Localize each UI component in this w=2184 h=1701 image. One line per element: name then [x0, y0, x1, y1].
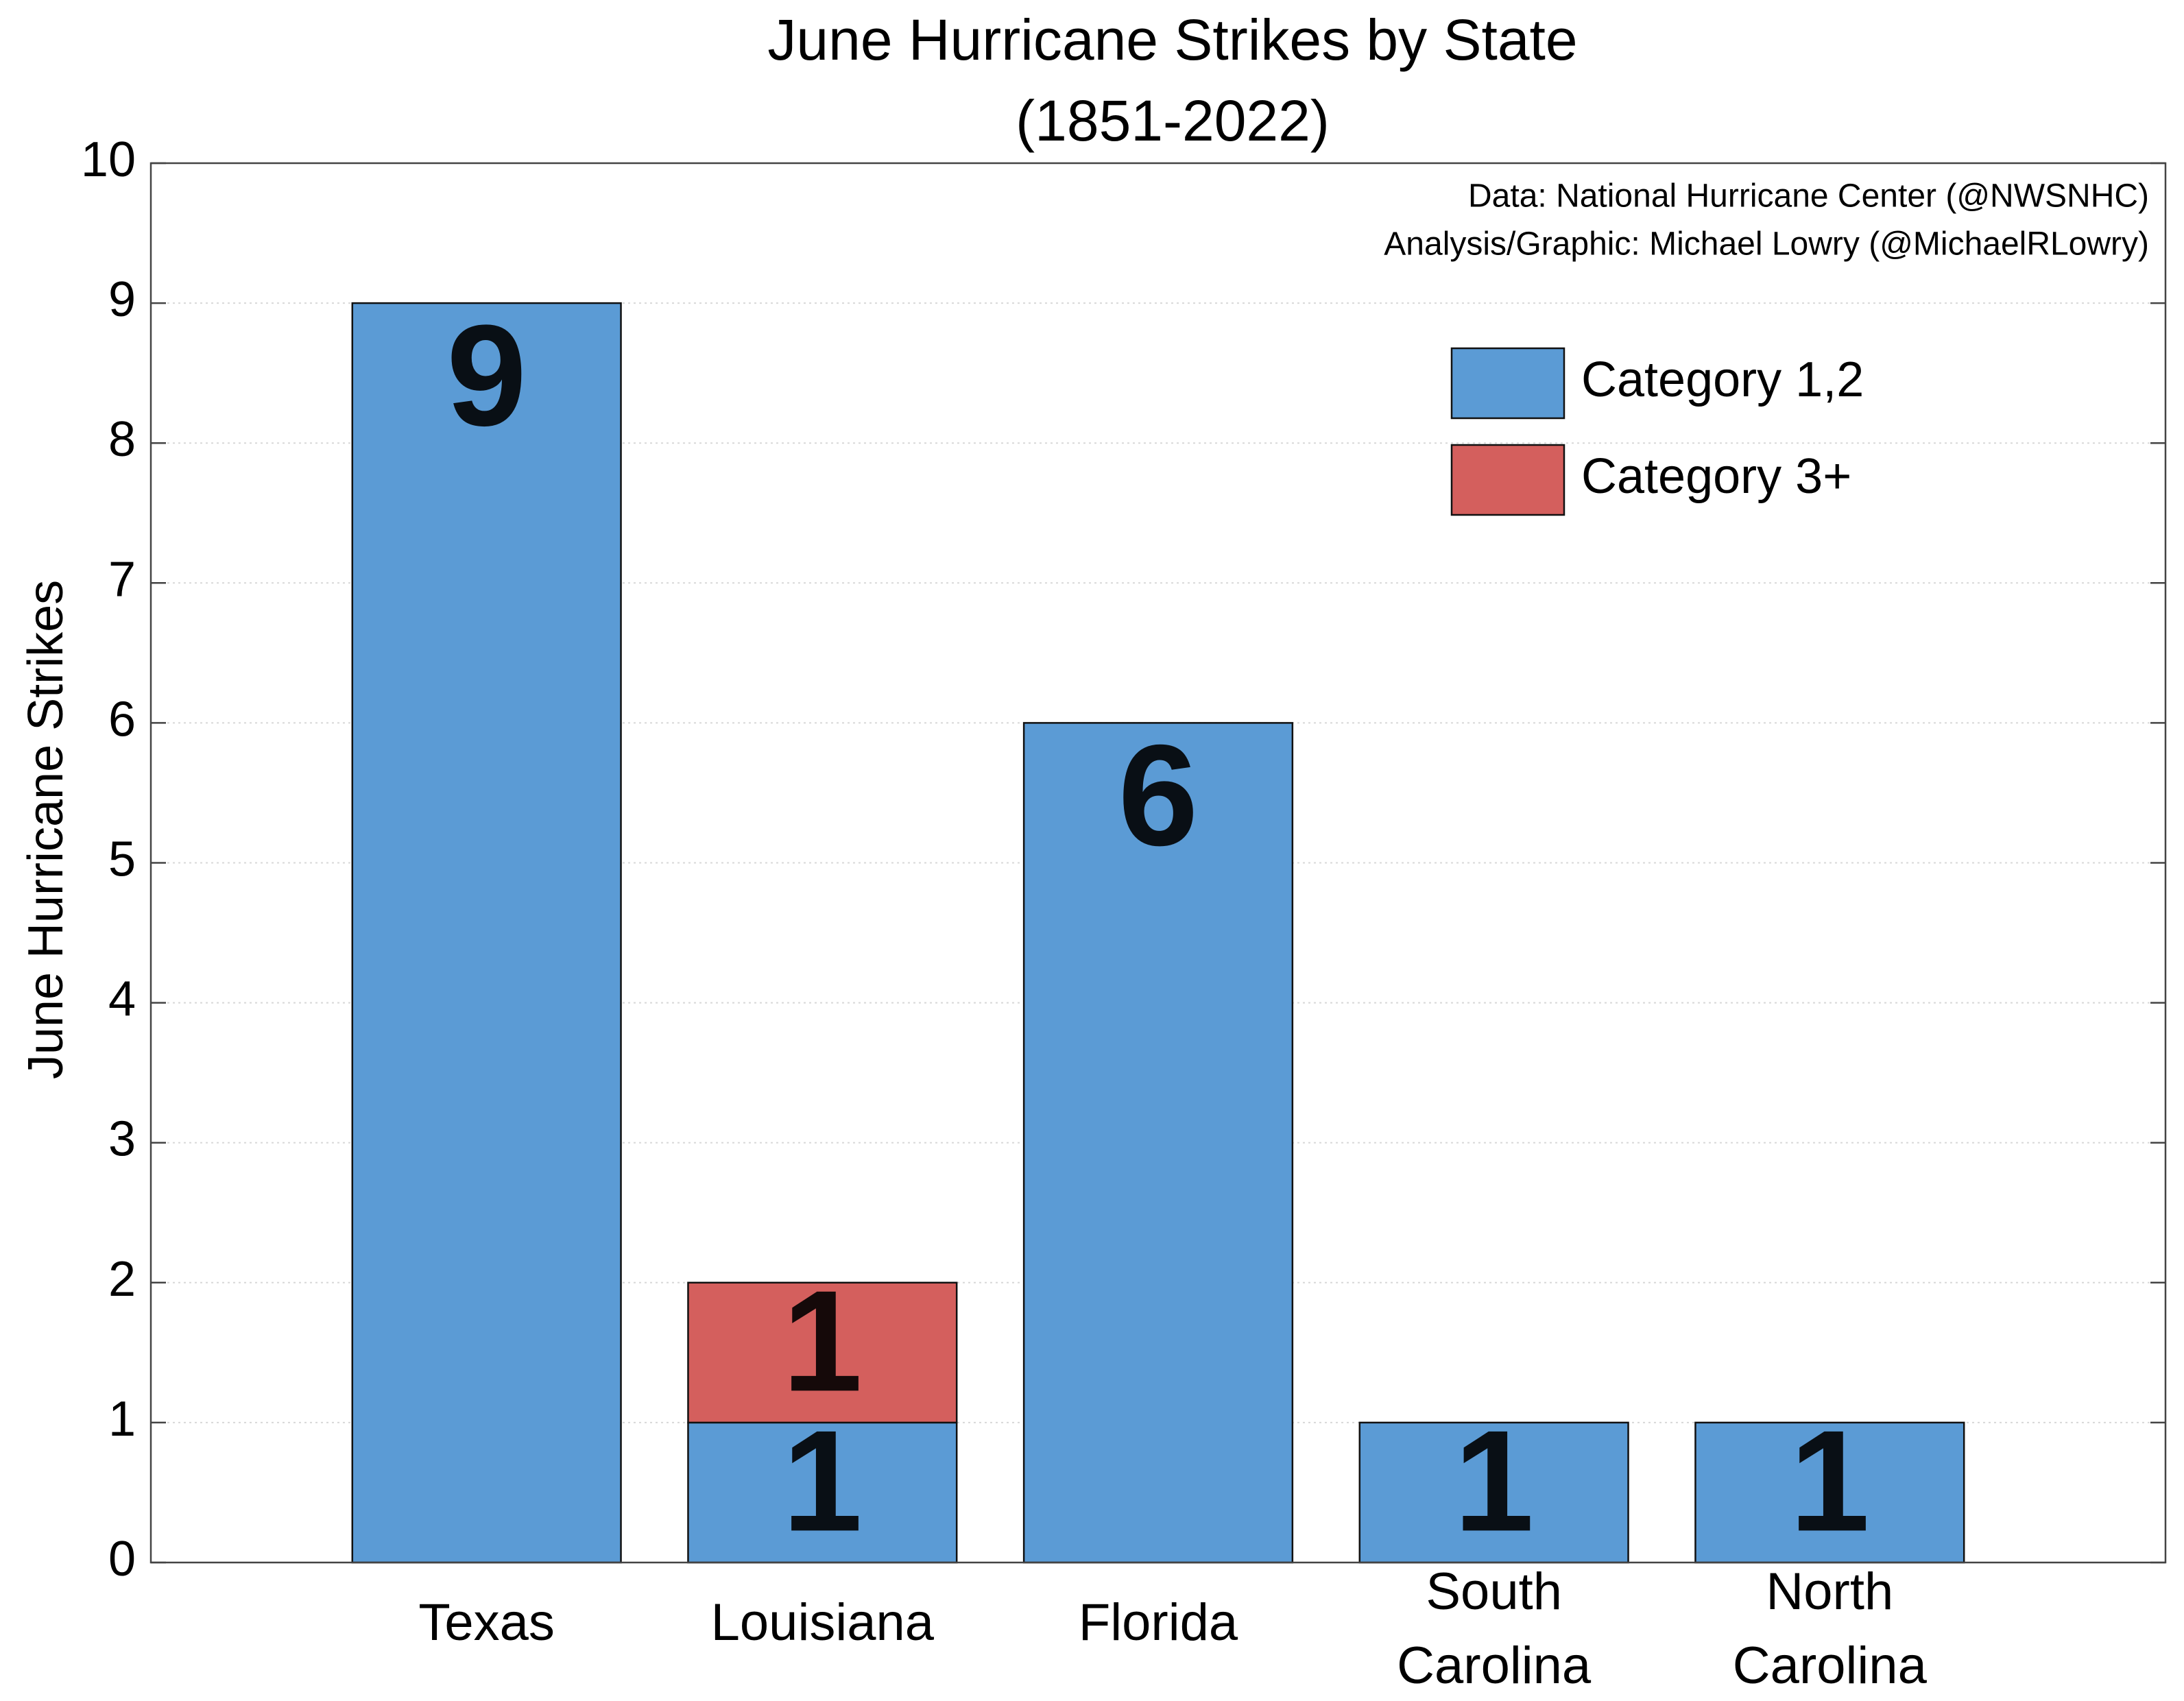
bar-segment [687, 1281, 958, 1424]
legend-swatch [1450, 347, 1565, 420]
y-tick-label: 7 [108, 552, 136, 607]
annotation: Data: National Hurricane Center (@NWSNHC… [1468, 178, 2149, 215]
x-tick-label: South Carolina [1397, 1563, 1592, 1695]
y-tick-label: 8 [108, 412, 136, 467]
x-tick-label-line: Carolina [1733, 1637, 1928, 1695]
y-axis-label: June Hurricane Strikes [19, 580, 73, 1079]
legend-label: Category 3+ [1581, 449, 1851, 504]
y-tick-label: 5 [108, 832, 136, 887]
data-label: 6 [1118, 714, 1199, 876]
plot-frame [149, 162, 2167, 1564]
bar-segment [351, 302, 622, 1564]
x-tick-label-line: North [1766, 1563, 1893, 1621]
chart-title: June Hurricane Strikes by State [767, 8, 1577, 72]
y-tick-label: 4 [108, 972, 136, 1027]
x-tick-label-line: South [1426, 1563, 1562, 1621]
y-tick-label: 3 [108, 1112, 136, 1167]
y-tick-label: 6 [108, 692, 136, 747]
y-tick-label: 2 [108, 1252, 136, 1307]
x-tick-label: Louisiana [711, 1593, 935, 1652]
bar-segment [1358, 1421, 1629, 1564]
data-label: 1 [782, 1400, 863, 1561]
y-tick-label: 9 [108, 272, 136, 327]
data-label: 9 [446, 295, 527, 456]
y-tick-label: 0 [108, 1532, 136, 1587]
y-tick-label: 1 [108, 1392, 136, 1447]
x-tick-label: North Carolina [1733, 1563, 1928, 1695]
legend-label: Category 1,2 [1581, 352, 1864, 407]
x-tick-label-line: Carolina [1397, 1637, 1592, 1695]
bar-segment [1022, 722, 1294, 1564]
bar-segment [1694, 1421, 1965, 1564]
chart-subtitle: (1851-2022) [1016, 88, 1330, 153]
data-label: 1 [1790, 1400, 1870, 1561]
legend-swatch [1450, 444, 1565, 516]
x-tick-label: Florida [1079, 1593, 1238, 1652]
data-label: 1 [1454, 1400, 1534, 1561]
annotation: Analysis/Graphic: Michael Lowry (@Michae… [1384, 226, 2149, 263]
y-tick-label: 10 [81, 132, 136, 187]
x-tick-label: Texas [418, 1593, 555, 1652]
data-label: 1 [782, 1260, 863, 1421]
